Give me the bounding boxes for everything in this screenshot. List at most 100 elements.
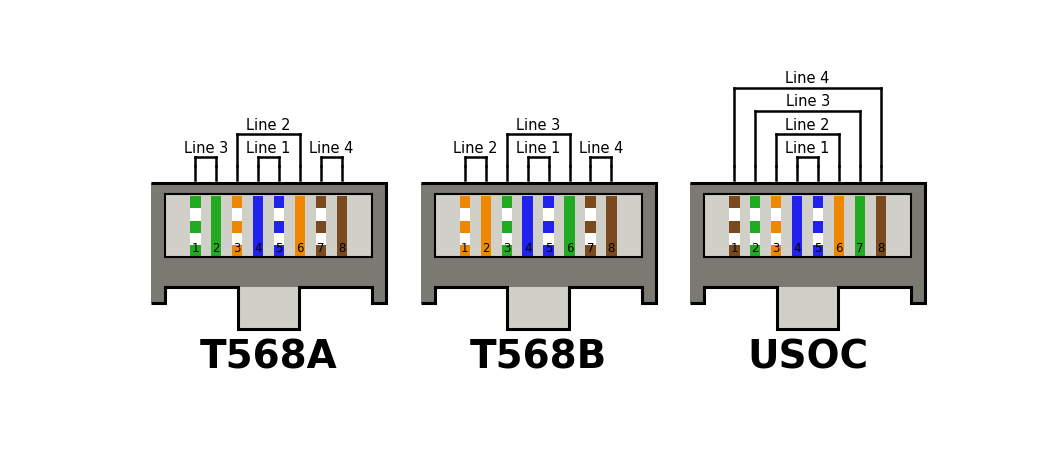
Bar xyxy=(771,197,781,256)
Bar xyxy=(585,197,595,208)
Text: 4: 4 xyxy=(254,242,261,255)
Text: 3: 3 xyxy=(233,242,240,255)
Bar xyxy=(729,197,739,256)
Text: Line 1: Line 1 xyxy=(247,141,291,156)
Bar xyxy=(460,197,470,256)
Bar xyxy=(316,197,327,208)
Bar xyxy=(460,197,470,208)
Text: 2: 2 xyxy=(752,242,759,255)
Text: 5: 5 xyxy=(815,242,822,255)
Bar xyxy=(585,197,595,256)
Bar xyxy=(834,197,844,256)
Bar xyxy=(274,220,285,233)
Bar xyxy=(232,244,243,256)
Bar xyxy=(585,244,595,256)
Bar xyxy=(274,197,285,256)
Bar xyxy=(502,197,512,208)
Text: 7: 7 xyxy=(856,242,864,255)
Bar xyxy=(750,220,760,233)
Text: 8: 8 xyxy=(338,242,345,255)
Text: 5: 5 xyxy=(545,242,552,255)
Bar xyxy=(295,197,306,256)
Bar xyxy=(435,194,642,257)
Bar xyxy=(606,197,616,256)
Bar xyxy=(813,197,823,208)
Bar xyxy=(502,244,512,256)
Bar xyxy=(729,244,739,256)
Text: 5: 5 xyxy=(275,242,282,255)
Bar xyxy=(237,303,299,329)
Bar xyxy=(190,197,201,208)
Bar xyxy=(792,197,802,256)
Text: Line 3: Line 3 xyxy=(516,117,561,133)
Bar xyxy=(274,197,285,208)
Bar xyxy=(813,244,823,256)
Bar xyxy=(316,220,327,233)
Bar xyxy=(337,197,348,256)
Bar xyxy=(705,194,911,257)
Bar xyxy=(481,197,491,256)
Text: Line 4: Line 4 xyxy=(785,72,830,86)
Bar xyxy=(232,220,243,233)
Bar xyxy=(507,287,569,303)
Bar xyxy=(855,197,865,256)
Bar xyxy=(316,197,327,256)
Bar xyxy=(232,197,243,208)
Text: 3: 3 xyxy=(503,242,510,255)
Bar xyxy=(523,197,532,256)
Text: 6: 6 xyxy=(836,242,843,255)
Text: Line 2: Line 2 xyxy=(785,117,830,133)
Text: Line 1: Line 1 xyxy=(516,141,561,156)
Bar xyxy=(544,197,553,208)
Text: USOC: USOC xyxy=(747,338,868,376)
Bar xyxy=(771,197,781,208)
Bar xyxy=(165,194,372,257)
Bar xyxy=(771,220,781,233)
Bar xyxy=(750,244,760,256)
Bar xyxy=(813,197,823,256)
Text: 1: 1 xyxy=(461,242,468,255)
Bar xyxy=(585,220,595,233)
Bar xyxy=(316,244,327,256)
Text: 4: 4 xyxy=(524,242,531,255)
Polygon shape xyxy=(151,183,386,329)
Text: 8: 8 xyxy=(608,242,615,255)
Text: Line 4: Line 4 xyxy=(310,141,354,156)
Bar xyxy=(729,220,739,233)
Bar xyxy=(729,197,739,208)
Text: Line 2: Line 2 xyxy=(247,117,291,133)
Polygon shape xyxy=(421,183,655,329)
Text: 2: 2 xyxy=(212,242,220,255)
Bar xyxy=(564,197,574,256)
Bar xyxy=(771,244,781,256)
Bar xyxy=(544,244,553,256)
Text: 7: 7 xyxy=(317,242,324,255)
Text: Line 4: Line 4 xyxy=(579,141,623,156)
Polygon shape xyxy=(690,183,925,329)
Text: 3: 3 xyxy=(773,242,780,255)
Bar xyxy=(544,220,553,233)
Text: Line 3: Line 3 xyxy=(184,141,228,156)
Text: 1: 1 xyxy=(191,242,200,255)
Bar xyxy=(232,197,243,256)
Bar xyxy=(705,194,911,257)
Text: Line 3: Line 3 xyxy=(785,94,830,109)
Text: T568A: T568A xyxy=(200,338,337,376)
Text: T568B: T568B xyxy=(469,338,607,376)
Bar xyxy=(190,197,201,256)
Text: 1: 1 xyxy=(731,242,738,255)
Bar xyxy=(502,197,512,256)
Bar xyxy=(544,197,553,256)
Bar xyxy=(190,244,201,256)
Text: Line 1: Line 1 xyxy=(785,141,830,156)
Bar xyxy=(777,287,839,303)
Bar xyxy=(750,197,760,256)
Text: 7: 7 xyxy=(587,242,594,255)
Bar xyxy=(460,220,470,233)
Text: 8: 8 xyxy=(877,242,884,255)
Bar xyxy=(274,244,285,256)
Text: 6: 6 xyxy=(566,242,573,255)
Text: 4: 4 xyxy=(794,242,801,255)
Bar xyxy=(165,194,372,257)
Bar xyxy=(777,303,839,329)
